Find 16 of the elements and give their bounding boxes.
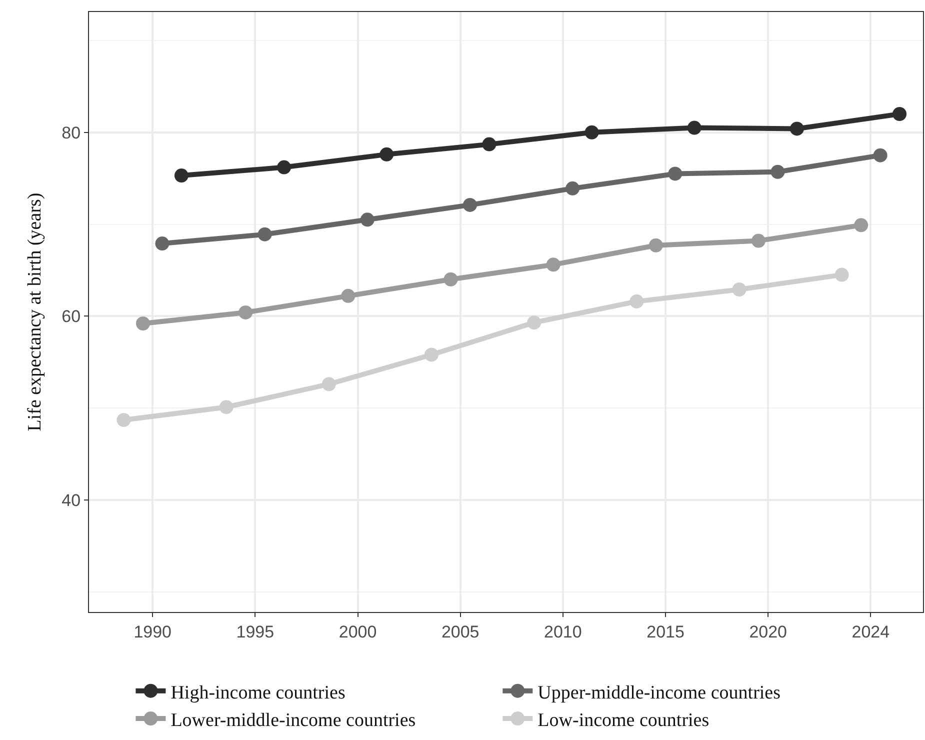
x-tick-label: 2005 bbox=[441, 622, 480, 642]
y-axis-title: Life expectancy at birth (years) bbox=[24, 192, 46, 432]
legend-label: Lower-middle-income countries bbox=[170, 710, 416, 731]
legend-label: Upper-middle-income countries bbox=[538, 682, 781, 704]
legend-label: Low-income countries bbox=[538, 710, 710, 731]
x-tick-label: 2015 bbox=[646, 622, 684, 642]
x-tick-label: 2020 bbox=[749, 622, 788, 642]
legend-label: High-income countries bbox=[170, 682, 346, 704]
x-tick-label: 2000 bbox=[338, 622, 377, 642]
y-tick-label: 40 bbox=[62, 490, 81, 510]
x-tick-label: 2010 bbox=[544, 622, 582, 642]
y-tick-label: 60 bbox=[62, 307, 81, 326]
x-tick-label: 1995 bbox=[236, 622, 274, 642]
x-tick-label: 1990 bbox=[134, 622, 172, 642]
x-tick-label: 2024 bbox=[852, 622, 890, 642]
y-tick-label: 80 bbox=[62, 123, 81, 142]
